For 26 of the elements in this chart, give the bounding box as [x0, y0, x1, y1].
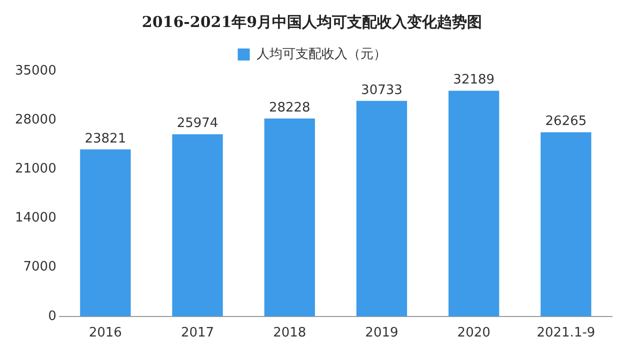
legend-label: 人均可支配收入（元）: [256, 46, 386, 62]
data-label: 32189: [453, 72, 495, 88]
x-tick-label: 2020: [457, 326, 490, 341]
bar: [540, 132, 592, 316]
x-tick-label: 2018: [273, 326, 306, 341]
data-label: 23821: [84, 131, 126, 146]
chart-title: 2016-2021年9月中国人均可支配收入变化趋势图: [142, 12, 482, 31]
data-label: 25974: [176, 116, 218, 132]
y-tick-label: 0: [48, 308, 56, 324]
x-tick-label: 2021.1-9: [536, 326, 596, 341]
bar: [264, 118, 315, 316]
x-tick-label: 2019: [365, 326, 398, 341]
y-tick-label: 28000: [14, 112, 56, 128]
bar: [172, 134, 223, 316]
y-tick-label: 21000: [14, 162, 56, 177]
y-tick-label: 7000: [23, 260, 56, 275]
data-label: 30733: [361, 82, 402, 98]
data-label: 26265: [545, 114, 587, 130]
bar: [356, 100, 408, 316]
x-tick-label: 2016: [88, 326, 122, 341]
y-tick-label: 35000: [14, 63, 56, 78]
x-tick-label: 2017: [180, 326, 214, 341]
data-label: 28228: [268, 100, 310, 116]
y-tick-label: 14000: [14, 210, 56, 226]
bar: [80, 149, 131, 316]
bar: [448, 90, 500, 316]
